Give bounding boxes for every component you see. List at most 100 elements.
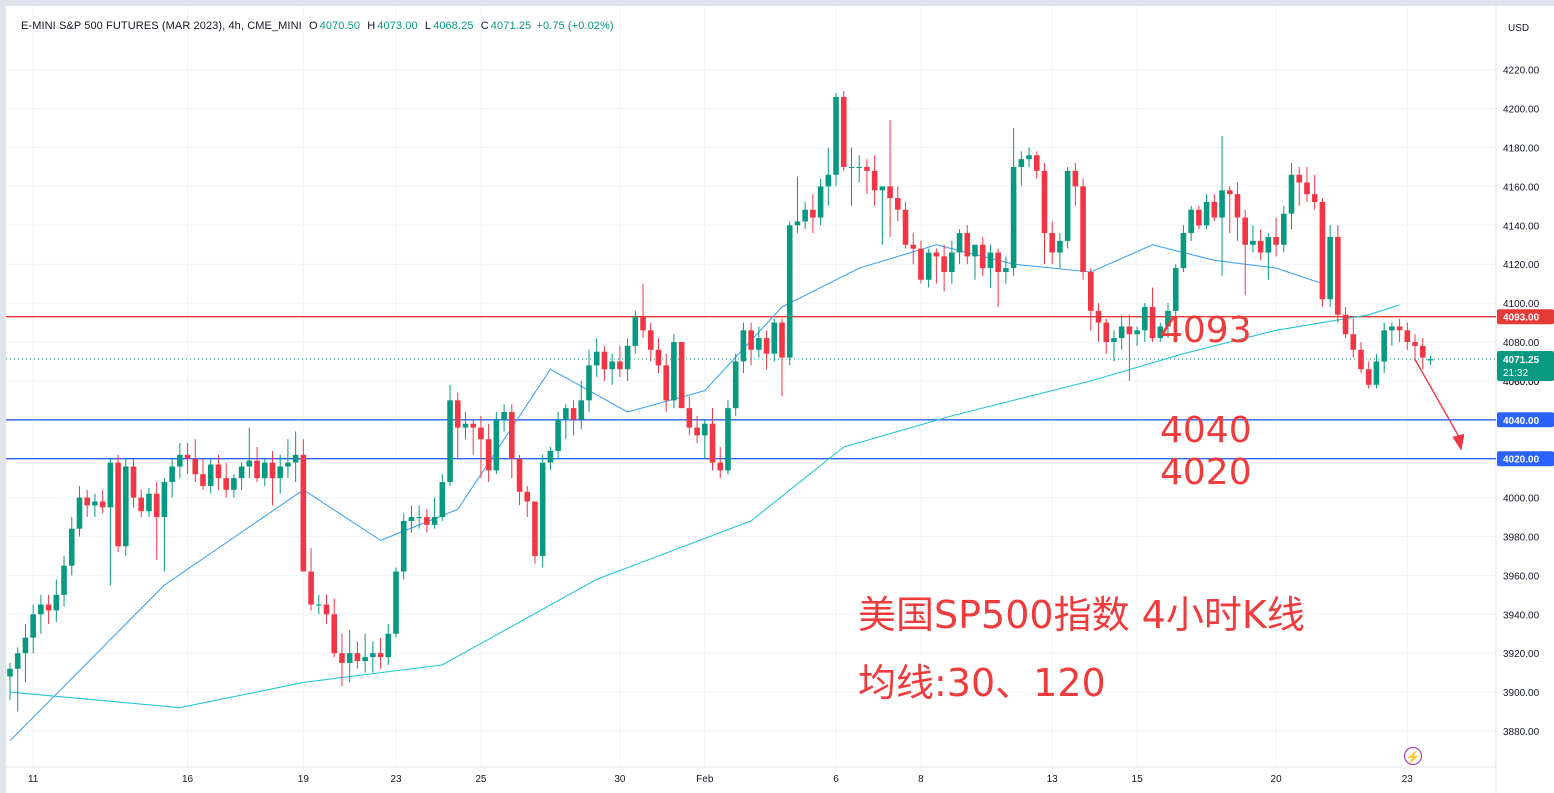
candle-up <box>1265 236 1272 253</box>
candle-down <box>933 252 940 257</box>
lightning-icon[interactable]: ⚡ <box>1404 747 1422 765</box>
candle-up <box>277 466 283 479</box>
candle-up <box>624 345 631 370</box>
candle-up <box>555 419 561 451</box>
candle-up <box>53 594 60 611</box>
candle-down <box>1396 326 1403 331</box>
candle-down <box>1103 322 1110 342</box>
chart-frame: 3880.00 3900.00 3920.00 3940.00 3960.00 3980.… <box>6 6 1554 793</box>
candle-down <box>895 198 901 210</box>
candle-down <box>509 412 515 459</box>
candle-down <box>254 460 260 479</box>
y-tick-label: 3900.00 <box>1503 688 1540 699</box>
candle-up <box>362 657 368 661</box>
candle-down <box>354 653 361 661</box>
candle-up <box>1381 330 1387 362</box>
candle-down <box>1072 170 1079 187</box>
y-tick-label: 4200.00 <box>1503 105 1540 116</box>
candle-up <box>856 166 862 168</box>
candle-down <box>1088 271 1094 311</box>
candle-up <box>238 466 245 479</box>
candle-up <box>261 462 268 479</box>
close-label: C <box>480 20 489 32</box>
candle-up <box>439 482 446 518</box>
candle-down <box>1311 194 1318 202</box>
candle-down <box>941 256 947 272</box>
candle-up <box>586 365 592 401</box>
candle-down <box>1296 174 1303 183</box>
candle-up <box>825 174 832 187</box>
candle-down <box>339 653 345 663</box>
candle-down <box>130 466 137 498</box>
projection-arrow <box>1414 359 1465 451</box>
support-1-price-tag-bg <box>1497 412 1554 428</box>
change-value: +0.75 (+0.02%) <box>536 20 614 32</box>
high-label: H <box>367 20 376 32</box>
symbol-title[interactable]: E-MINI S&P 500 FUTURES (MAR 2023), 4h, C… <box>21 20 302 32</box>
candle-down <box>478 427 484 440</box>
y-tick-label: 4080.00 <box>1503 338 1540 349</box>
candle-up <box>393 571 399 634</box>
y-tick-label: 4160.00 <box>1503 182 1540 193</box>
candle-down <box>331 614 338 654</box>
y-tick-label: 3880.00 <box>1503 727 1540 738</box>
candle-up <box>725 408 731 471</box>
candle-up <box>161 482 168 518</box>
currency-label[interactable]: USD <box>1508 23 1530 34</box>
candle-down <box>516 458 523 492</box>
low-label: L <box>424 20 432 32</box>
candle-up <box>1057 240 1063 253</box>
candle-up <box>632 316 639 346</box>
candle-up <box>207 464 214 486</box>
candle-down <box>686 408 693 428</box>
price-axis[interactable]: 3880.00 3900.00 3920.00 3940.00 3960.00 3980.… <box>1503 66 1540 738</box>
annotation-level-4020: 4020 <box>1160 452 1252 493</box>
candle-down <box>308 571 314 605</box>
candle-down <box>1149 306 1156 339</box>
candle-up <box>14 653 21 669</box>
annotation-level-4040: 4040 <box>1160 410 1252 451</box>
candle-down <box>1304 182 1310 195</box>
ma30-line <box>9 244 1323 742</box>
candle-down <box>1033 155 1040 171</box>
candle-up <box>732 361 739 409</box>
candle-up <box>146 493 152 512</box>
candle-down <box>887 186 893 199</box>
candle-down <box>779 322 785 358</box>
y-tick-label: 3960.00 <box>1503 571 1540 582</box>
support-1-price-tag: 4040.00 <box>1503 416 1540 427</box>
candle-down <box>640 316 646 331</box>
candle-up <box>22 637 29 654</box>
candle-up <box>416 517 422 519</box>
candle-up <box>346 653 353 663</box>
candle-up <box>107 462 114 508</box>
price-chart[interactable]: 3880.00 3900.00 3920.00 3940.00 3960.00 3980.… <box>6 6 1554 793</box>
candle-up <box>547 450 554 463</box>
candle-down <box>532 501 538 556</box>
y-tick-label: 4180.00 <box>1503 144 1540 155</box>
resistance-price-tag-bg <box>1497 309 1554 325</box>
annotation-level-4093: 4093 <box>1160 310 1252 351</box>
ma120-line <box>9 304 1400 709</box>
x-tick-label: 15 <box>1132 774 1144 785</box>
candle-up <box>1157 326 1164 339</box>
candle-down <box>485 439 492 471</box>
candle-up <box>246 460 253 467</box>
x-tick-label: 20 <box>1271 774 1283 785</box>
candle-up <box>61 565 67 595</box>
candle-down <box>709 423 716 463</box>
candle-down <box>223 478 229 490</box>
x-tick-label: 11 <box>28 774 39 785</box>
candle-down <box>1234 194 1241 218</box>
candle-down <box>138 497 145 512</box>
candle-up <box>671 342 677 401</box>
candle-up <box>593 351 600 366</box>
candle-up <box>462 423 469 428</box>
support-2-price-tag-bg <box>1497 451 1554 467</box>
candle-down <box>115 462 121 547</box>
candle-up <box>38 604 44 615</box>
support-2-price-tag: 4020.00 <box>1503 455 1540 466</box>
time-axis[interactable]: 11 16 19 23 25 30 Feb 6 8 13 15 20 23 <box>28 774 1413 785</box>
candle-down <box>45 604 52 611</box>
candle-down <box>184 454 191 459</box>
